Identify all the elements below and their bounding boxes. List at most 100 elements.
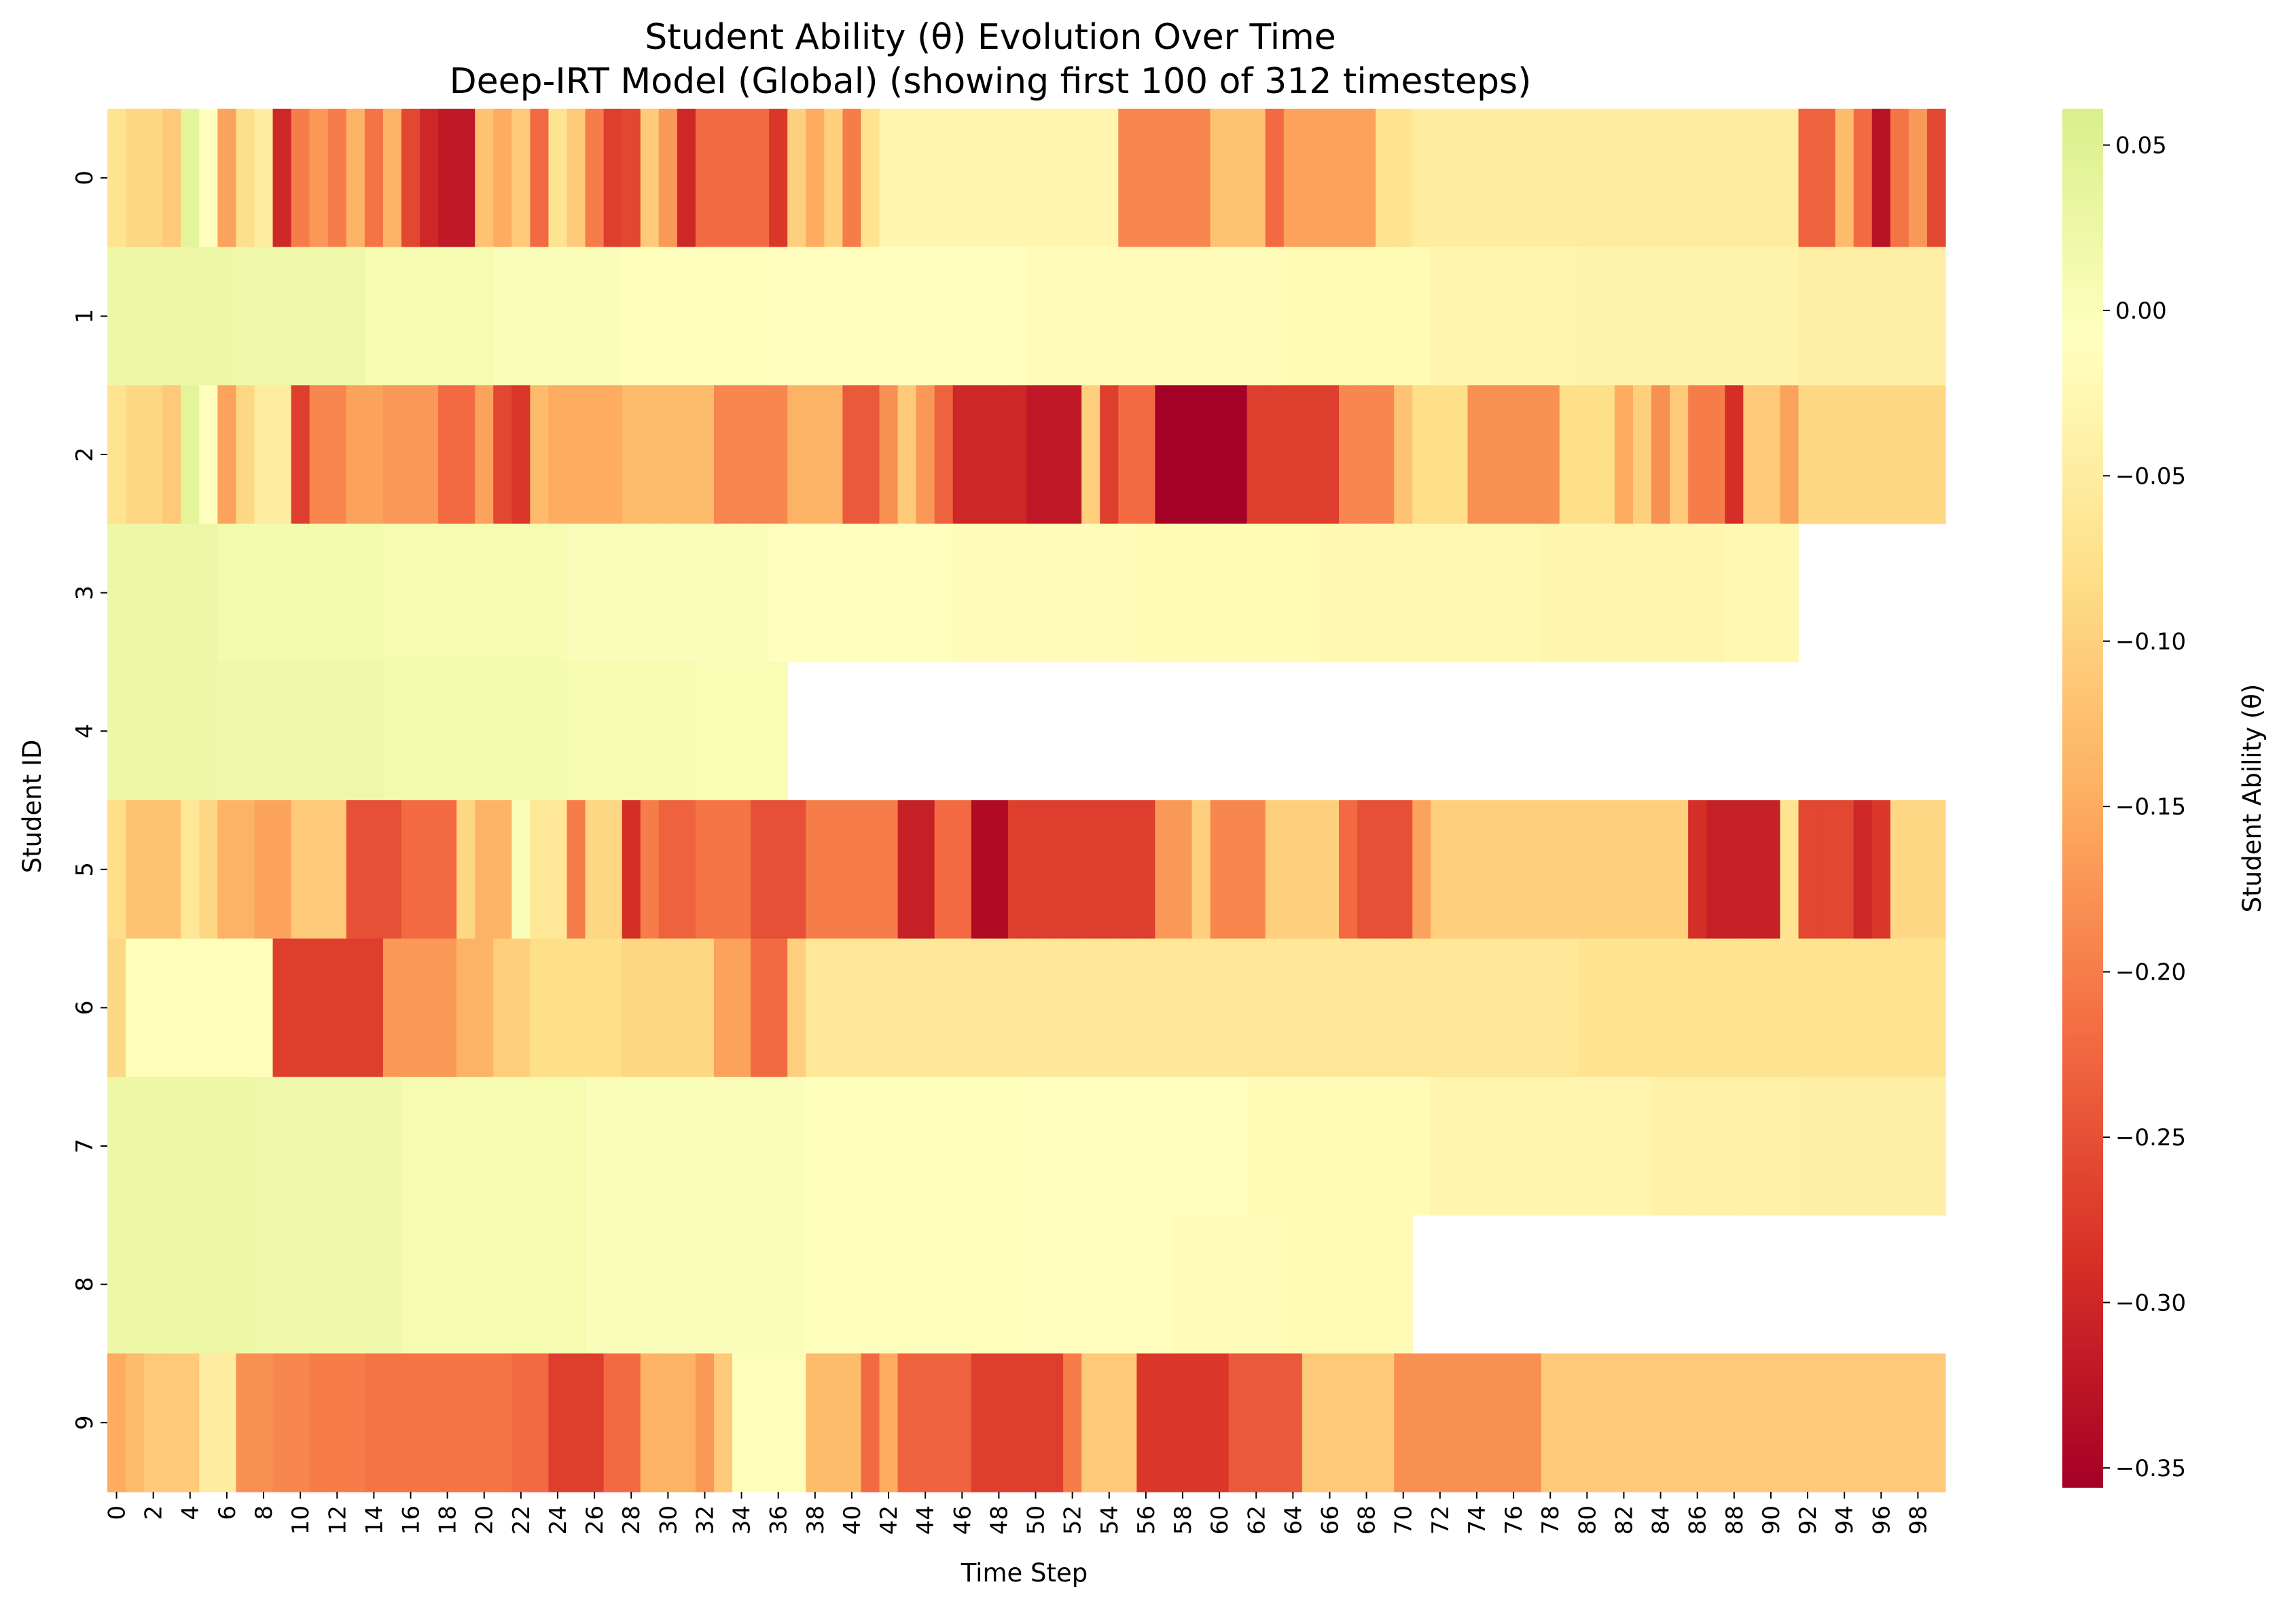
heatmap-cell	[1670, 800, 1689, 940]
heatmap-cell	[1357, 523, 1376, 662]
heatmap-cell	[1541, 1077, 1560, 1216]
heatmap-cell	[162, 1353, 181, 1492]
heatmap-cell	[658, 523, 678, 662]
x-tick-label: 28	[618, 1505, 645, 1535]
heatmap-cell	[567, 800, 586, 940]
heatmap-cell	[787, 109, 806, 248]
x-tick-label: 82	[1611, 1505, 1638, 1535]
heatmap-cell	[971, 385, 990, 524]
heatmap-cell	[107, 109, 126, 248]
heatmap-cell	[1210, 1353, 1230, 1492]
heatmap-cell	[1283, 938, 1303, 1077]
heatmap-cell	[272, 1215, 292, 1354]
heatmap-cell	[1926, 247, 1946, 386]
heatmap-cell	[1926, 385, 1946, 524]
heatmap-cell	[952, 109, 972, 248]
heatmap-cell	[622, 1353, 641, 1492]
heatmap-cell	[1118, 247, 1137, 386]
heatmap-cell	[1136, 1215, 1156, 1354]
heatmap-cell	[751, 1215, 770, 1354]
heatmap-cell	[842, 523, 862, 662]
heatmap-cell	[1100, 109, 1119, 248]
heatmap-cell	[1228, 523, 1248, 662]
heatmap-cell	[1339, 523, 1358, 662]
x-tick-label: 94	[1831, 1505, 1859, 1535]
heatmap-cell	[1173, 385, 1193, 524]
heatmap-cell	[1100, 1353, 1119, 1492]
heatmap-cell	[456, 1353, 476, 1492]
heatmap-cell	[1522, 523, 1542, 662]
x-tick-label: 32	[692, 1505, 719, 1535]
heatmap-cell	[622, 1077, 641, 1216]
x-tick-label: 56	[1133, 1505, 1160, 1535]
colorbar-tick-label: −0.20	[2115, 959, 2186, 986]
heatmap-cell	[1136, 1353, 1156, 1492]
heatmap-cell	[1100, 800, 1119, 940]
heatmap-cell	[126, 523, 145, 662]
heatmap-cell	[199, 109, 218, 248]
heatmap-cell	[1394, 109, 1413, 248]
heatmap-cell	[420, 109, 439, 248]
x-tick-label: 62	[1243, 1505, 1270, 1535]
heatmap-cell	[1761, 800, 1781, 940]
heatmap-cell	[1394, 938, 1413, 1077]
heatmap-cell	[1449, 523, 1469, 662]
heatmap-cell	[346, 109, 365, 248]
heatmap-cell	[1577, 247, 1597, 386]
heatmap-cell	[1265, 1077, 1285, 1216]
heatmap-cell	[1577, 1353, 1597, 1492]
heatmap-cell	[1007, 1215, 1027, 1354]
heatmap-cell	[1467, 385, 1487, 524]
heatmap-cell	[1100, 247, 1119, 386]
heatmap-cell	[861, 1077, 880, 1216]
x-tick-label: 26	[581, 1505, 609, 1535]
heatmap-cell	[916, 523, 935, 662]
heatmap-cell	[1081, 1215, 1100, 1354]
heatmap-cell	[567, 385, 586, 524]
heatmap-cell	[327, 523, 347, 662]
heatmap-cell	[1614, 523, 1634, 662]
heatmap-cell	[1339, 800, 1358, 940]
heatmap-cell	[787, 1077, 806, 1216]
heatmap-cell	[199, 247, 218, 386]
heatmap-cell	[1504, 385, 1524, 524]
heatmap-cell	[695, 1215, 715, 1354]
heatmap-cell	[1798, 1077, 1818, 1216]
heatmap-cell	[806, 938, 825, 1077]
y-tick-label: 6	[71, 1001, 98, 1016]
x-tick-label: 64	[1280, 1505, 1307, 1535]
x-tick-label: 4	[177, 1505, 204, 1520]
heatmap-cell	[346, 1353, 365, 1492]
heatmap-cell	[1357, 800, 1376, 940]
heatmap-cell	[475, 1077, 494, 1216]
heatmap-cell	[1761, 1353, 1781, 1492]
heatmap-cell	[382, 800, 402, 940]
x-tick-label: 38	[802, 1505, 829, 1535]
heatmap-cell	[1063, 385, 1082, 524]
heatmap-cell	[1210, 800, 1230, 940]
heatmap-cell	[879, 385, 899, 524]
heatmap-cell	[806, 247, 825, 386]
heatmap-cell	[420, 385, 439, 524]
heatmap-cell	[1890, 1353, 1909, 1492]
heatmap-cell	[1045, 938, 1064, 1077]
heatmap-cell	[567, 523, 586, 662]
heatmap-cell	[475, 662, 494, 801]
heatmap-cell	[1780, 800, 1799, 940]
heatmap-cell	[677, 662, 696, 801]
heatmap-cell	[1320, 385, 1340, 524]
heatmap-cell	[695, 1077, 715, 1216]
heatmap-cell	[806, 1353, 825, 1492]
heatmap-cell	[107, 1077, 126, 1216]
heatmap-cell	[1026, 523, 1045, 662]
heatmap-cell	[1026, 800, 1045, 940]
heatmap-cell	[236, 109, 255, 248]
heatmap-cell	[934, 1215, 954, 1354]
heatmap-cell	[1283, 1353, 1303, 1492]
heatmap-cell	[420, 1353, 439, 1492]
heatmap-cell	[1302, 109, 1321, 248]
heatmap-cell	[327, 1215, 347, 1354]
heatmap-cell	[1467, 938, 1487, 1077]
heatmap-cell	[1081, 1077, 1100, 1216]
heatmap-cell	[1835, 1353, 1854, 1492]
